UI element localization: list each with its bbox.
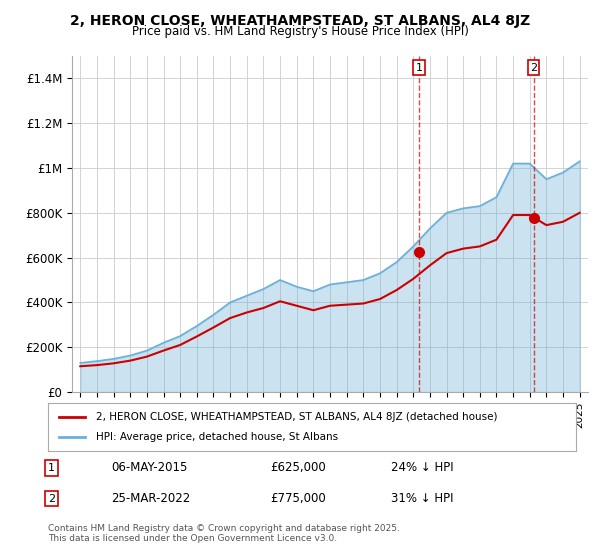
Text: 1: 1 xyxy=(416,63,422,73)
Text: Price paid vs. HM Land Registry's House Price Index (HPI): Price paid vs. HM Land Registry's House … xyxy=(131,25,469,38)
Text: 2, HERON CLOSE, WHEATHAMPSTEAD, ST ALBANS, AL4 8JZ: 2, HERON CLOSE, WHEATHAMPSTEAD, ST ALBAN… xyxy=(70,14,530,28)
Text: 1: 1 xyxy=(48,463,55,473)
Text: 31% ↓ HPI: 31% ↓ HPI xyxy=(391,492,454,505)
Text: £625,000: £625,000 xyxy=(270,461,326,474)
Text: 2: 2 xyxy=(530,63,537,73)
Text: 2: 2 xyxy=(48,494,55,503)
Text: 25-MAR-2022: 25-MAR-2022 xyxy=(112,492,191,505)
Text: 24% ↓ HPI: 24% ↓ HPI xyxy=(391,461,454,474)
Text: HPI: Average price, detached house, St Albans: HPI: Average price, detached house, St A… xyxy=(95,432,338,442)
Text: £775,000: £775,000 xyxy=(270,492,326,505)
Text: 06-MAY-2015: 06-MAY-2015 xyxy=(112,461,188,474)
Text: 2, HERON CLOSE, WHEATHAMPSTEAD, ST ALBANS, AL4 8JZ (detached house): 2, HERON CLOSE, WHEATHAMPSTEAD, ST ALBAN… xyxy=(95,412,497,422)
Text: Contains HM Land Registry data © Crown copyright and database right 2025.
This d: Contains HM Land Registry data © Crown c… xyxy=(48,524,400,543)
